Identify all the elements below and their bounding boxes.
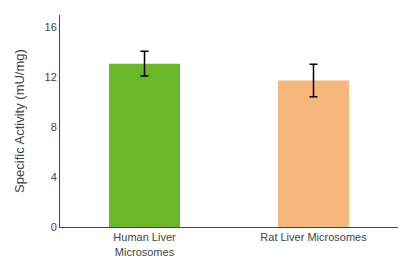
svg-text:12: 12 [45,71,57,83]
svg-text:0: 0 [51,221,57,233]
svg-text:16: 16 [45,21,57,33]
svg-text:4: 4 [51,171,57,183]
svg-text:Human LiverMicrosomes: Human LiverMicrosomes [113,231,176,257]
svg-text:8: 8 [51,121,57,133]
svg-text:Specific Activity (mU/mg): Specific Activity (mU/mg) [12,49,27,193]
svg-text:Rat Liver Microsomes: Rat Liver Microsomes [260,231,367,243]
